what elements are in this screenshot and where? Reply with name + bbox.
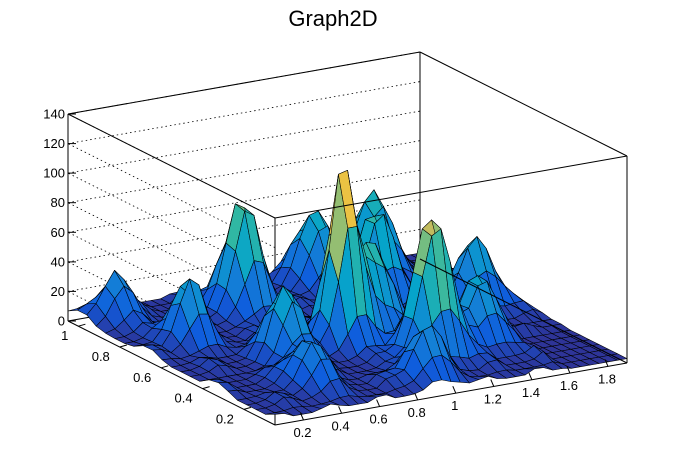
chart-title: Graph2D bbox=[288, 6, 377, 31]
z-tick-label: 80 bbox=[51, 195, 65, 210]
y-tick bbox=[243, 406, 252, 410]
y-tick bbox=[119, 344, 127, 348]
y-tick-label: 0.8 bbox=[92, 349, 110, 364]
x-tick-label: 1.2 bbox=[484, 392, 502, 407]
z-tick-label: 120 bbox=[43, 136, 65, 151]
y-tick-label: 0.4 bbox=[175, 391, 193, 406]
z-gridline bbox=[67, 140, 421, 204]
z-tick-label: 140 bbox=[43, 107, 65, 122]
z-tick-label: 0 bbox=[58, 314, 65, 329]
x-tick-label: 0.6 bbox=[370, 412, 388, 427]
x-tick bbox=[414, 392, 419, 401]
frame-edge bbox=[274, 362, 628, 426]
z-tick-label: 60 bbox=[51, 225, 65, 240]
x-tick bbox=[566, 365, 571, 374]
y-tick bbox=[78, 323, 86, 327]
frame-edge bbox=[67, 51, 421, 115]
x-tick bbox=[604, 359, 609, 367]
x-tick bbox=[300, 412, 304, 421]
frame-edge bbox=[419, 258, 628, 364]
y-tick-label: 1 bbox=[61, 328, 68, 343]
frame-edge bbox=[274, 155, 628, 219]
z-tick-label: 40 bbox=[51, 254, 65, 269]
y-tick bbox=[202, 386, 210, 390]
z-gridline bbox=[67, 110, 421, 174]
y-tick-label: 0.6 bbox=[133, 370, 151, 385]
x-tick-label: 1.6 bbox=[560, 378, 578, 393]
chart-front-frame bbox=[274, 51, 628, 426]
z-gridline bbox=[67, 81, 421, 144]
x-tick-label: 1 bbox=[451, 398, 458, 413]
z-tick-label: 100 bbox=[43, 166, 65, 181]
z-gridline bbox=[67, 169, 421, 233]
x-tick bbox=[490, 379, 495, 387]
frame-edge bbox=[67, 113, 276, 219]
x-tick-label: 0.2 bbox=[293, 425, 311, 440]
y-tick bbox=[161, 365, 169, 369]
z-tick-label: 20 bbox=[51, 284, 65, 299]
frame-edge bbox=[419, 51, 628, 157]
x-tick bbox=[376, 399, 381, 407]
frame-edge bbox=[67, 320, 276, 426]
x-tick-label: 1.4 bbox=[522, 385, 540, 400]
surface-mesh bbox=[67, 170, 628, 417]
chart-axes: 0 20 40 60 80 100 120 140 0.2 0.4 0.6 0.8 1 1.2 1.4 1.6… bbox=[43, 107, 616, 441]
x-tick bbox=[338, 406, 343, 414]
x-tick-label: 0.4 bbox=[332, 418, 350, 433]
x-tick-label: 0.8 bbox=[408, 405, 426, 420]
x-tick bbox=[528, 372, 533, 380]
x-tick bbox=[452, 386, 457, 394]
x-tick-label: 1.8 bbox=[598, 371, 616, 386]
y-tick-label: 0.2 bbox=[216, 411, 234, 426]
